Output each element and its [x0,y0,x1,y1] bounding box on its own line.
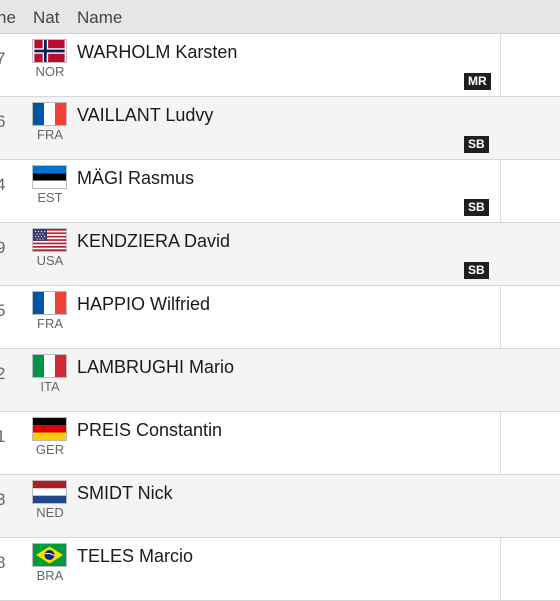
athlete-name[interactable]: PREIS Constantin [77,420,223,440]
table-row[interactable]: 7 NOR WARHOLM Karsten MR [0,34,560,97]
nation-code: USA [36,253,64,268]
nation-code: BRA [36,568,64,583]
lane-number: 6 [0,112,6,131]
lane-number: 5 [0,301,6,320]
athlete-name[interactable]: SMIDT Nick [77,483,173,503]
lane-number: 8 [0,553,6,572]
record-badge: SB [464,136,489,153]
nation-code: ITA [40,379,60,394]
athlete-name[interactable]: VAILLANT Ludvy [77,105,214,125]
nation-code: EST [37,190,63,205]
table-row[interactable]: 9 USA KENDZIERA David SB [0,223,560,286]
lane-number: 1 [0,427,6,446]
table-row[interactable]: 5 FRA HAPPIO Wilfried [0,286,560,349]
record-badge: SB [464,262,489,279]
germany-flag-icon [33,418,66,440]
lane-number: 4 [0,175,6,194]
nation-code: FRA [37,127,63,142]
lane-number: 3 [0,490,6,509]
record-badge: MR [464,73,491,90]
netherlands-flag-icon [33,481,66,503]
brazil-flag-icon [33,544,66,566]
lane-number: 7 [0,49,6,68]
italy-flag-icon [33,355,66,377]
lane-number: 9 [0,238,6,257]
athlete-name[interactable]: WARHOLM Karsten [77,42,238,62]
nation-code: NED [36,505,64,520]
record-badge: SB [464,199,489,216]
table-row[interactable]: 8 BRA TELES Marcio [0,538,560,601]
table-row[interactable]: 4 EST MÄGI Rasmus SB [0,160,560,223]
table-row[interactable]: 1 GER PREIS Constantin [0,412,560,475]
athlete-name[interactable]: TELES Marcio [77,546,194,566]
lane-column-header[interactable]: ne [0,8,16,27]
nation-code: GER [35,442,65,457]
table-header: ne Nat Name [0,0,560,34]
athlete-name[interactable]: HAPPIO Wilfried [77,294,211,314]
athlete-name[interactable]: KENDZIERA David [77,231,231,251]
table-row[interactable]: 6 FRA VAILLANT Ludvy SB [0,97,560,160]
name-column-header[interactable]: Name [77,8,123,27]
nat-column-header[interactable]: Nat [33,8,60,27]
norway-flag-icon [33,40,66,62]
france-flag-icon [33,292,66,314]
athlete-name[interactable]: MÄGI Rasmus [77,168,195,188]
nation-code: FRA [37,316,63,331]
nation-code: NOR [35,64,65,79]
france-flag-icon [33,103,66,125]
estonia-flag-icon [33,166,66,188]
table-row[interactable]: 2 ITA LAMBRUGHI Mario [0,349,560,412]
column-divider [500,34,501,600]
athlete-name[interactable]: LAMBRUGHI Mario [77,357,235,377]
usa-flag-icon [33,229,66,251]
lane-number: 2 [0,364,6,383]
table-row[interactable]: 3 NED SMIDT Nick [0,475,560,538]
